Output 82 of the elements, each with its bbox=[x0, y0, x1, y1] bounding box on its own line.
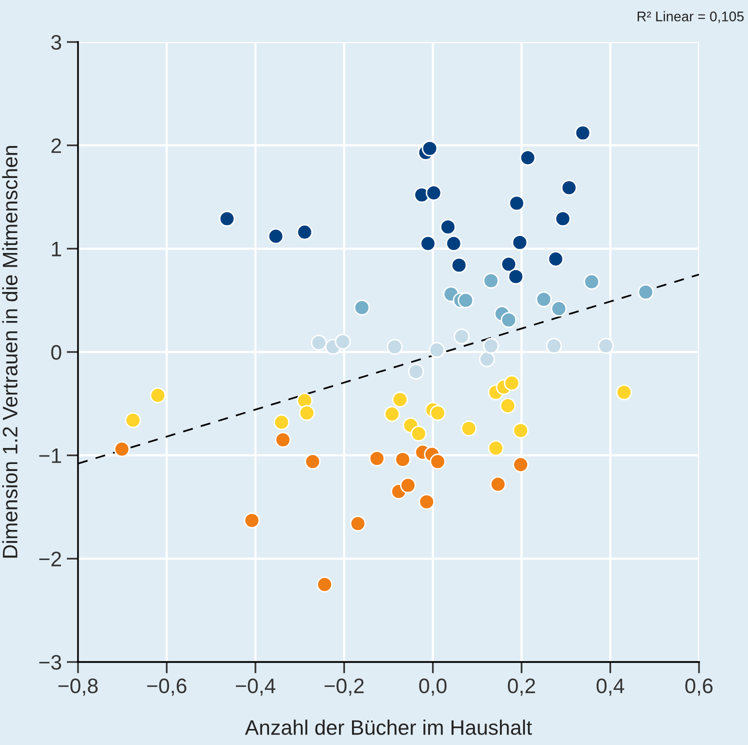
point bbox=[598, 338, 614, 354]
point bbox=[512, 234, 528, 250]
point bbox=[350, 516, 366, 532]
point bbox=[512, 422, 529, 439]
y-axis-title: Dimension 1.2 Vertrauen in die Mitmenschen bbox=[2, 146, 18, 558]
y-tick-label: −2 bbox=[39, 552, 61, 566]
point bbox=[512, 456, 529, 473]
x-tick-label: −0,4 bbox=[236, 678, 276, 696]
x-tick-label: −0,2 bbox=[324, 678, 364, 696]
y-tick-label: 3 bbox=[51, 35, 62, 50]
point bbox=[400, 477, 416, 494]
x-tick-label: 0,6 bbox=[685, 678, 713, 696]
point bbox=[114, 441, 130, 458]
point bbox=[440, 218, 456, 235]
point bbox=[500, 256, 517, 272]
point bbox=[482, 272, 499, 289]
point bbox=[274, 414, 290, 430]
point bbox=[418, 494, 435, 510]
point bbox=[428, 342, 445, 358]
y-tick-label: 2 bbox=[51, 138, 61, 153]
point bbox=[354, 300, 370, 316]
point bbox=[298, 404, 315, 421]
point bbox=[384, 406, 400, 422]
x-axis-title: Anzahl der Bücher im Haushalt bbox=[244, 720, 532, 735]
point bbox=[274, 432, 291, 448]
point bbox=[446, 236, 462, 252]
point bbox=[504, 375, 520, 391]
point bbox=[430, 454, 446, 470]
point bbox=[584, 274, 600, 290]
point bbox=[219, 210, 236, 227]
point bbox=[304, 454, 321, 470]
point bbox=[426, 184, 442, 201]
point bbox=[296, 392, 313, 409]
point bbox=[546, 338, 562, 354]
point bbox=[410, 426, 427, 442]
point bbox=[548, 251, 564, 267]
point bbox=[638, 284, 654, 300]
point bbox=[490, 476, 506, 492]
point bbox=[420, 236, 436, 252]
point bbox=[458, 292, 474, 308]
point bbox=[478, 351, 495, 368]
point bbox=[296, 224, 313, 240]
point bbox=[150, 387, 166, 404]
point bbox=[244, 512, 260, 528]
y-tick-label: 1 bbox=[52, 242, 62, 256]
point bbox=[268, 228, 284, 244]
x-tick-label: 0,0 bbox=[419, 678, 447, 696]
point bbox=[550, 300, 567, 317]
y-tick-label: −3 bbox=[39, 655, 62, 670]
point bbox=[394, 451, 411, 468]
point bbox=[500, 312, 517, 328]
point bbox=[616, 384, 632, 400]
point bbox=[508, 195, 525, 212]
x-tick-label: −0,6 bbox=[147, 678, 186, 696]
point bbox=[451, 257, 468, 274]
point bbox=[554, 210, 571, 227]
point bbox=[125, 412, 141, 428]
point bbox=[368, 450, 385, 466]
point bbox=[520, 150, 536, 166]
point bbox=[408, 364, 424, 380]
point bbox=[310, 334, 327, 351]
text: R² Linear = 0,105 bbox=[638, 11, 744, 24]
point bbox=[500, 398, 516, 414]
point bbox=[460, 420, 477, 436]
point bbox=[392, 392, 408, 408]
y-tick-label: 0 bbox=[51, 345, 62, 360]
point bbox=[561, 180, 578, 196]
point bbox=[386, 338, 403, 355]
point bbox=[482, 338, 499, 354]
point bbox=[574, 124, 591, 141]
point bbox=[536, 291, 552, 308]
point bbox=[454, 328, 470, 344]
point bbox=[488, 440, 504, 456]
x-tick-label: 0,4 bbox=[596, 678, 624, 696]
x-tick-label: −0,8 bbox=[58, 678, 98, 696]
point bbox=[334, 334, 351, 350]
x-tick-label: 0,2 bbox=[508, 678, 536, 696]
y-tick-label: −1 bbox=[39, 448, 62, 463]
point bbox=[430, 404, 446, 421]
point bbox=[316, 576, 333, 592]
point bbox=[422, 140, 438, 156]
point bbox=[508, 268, 524, 285]
